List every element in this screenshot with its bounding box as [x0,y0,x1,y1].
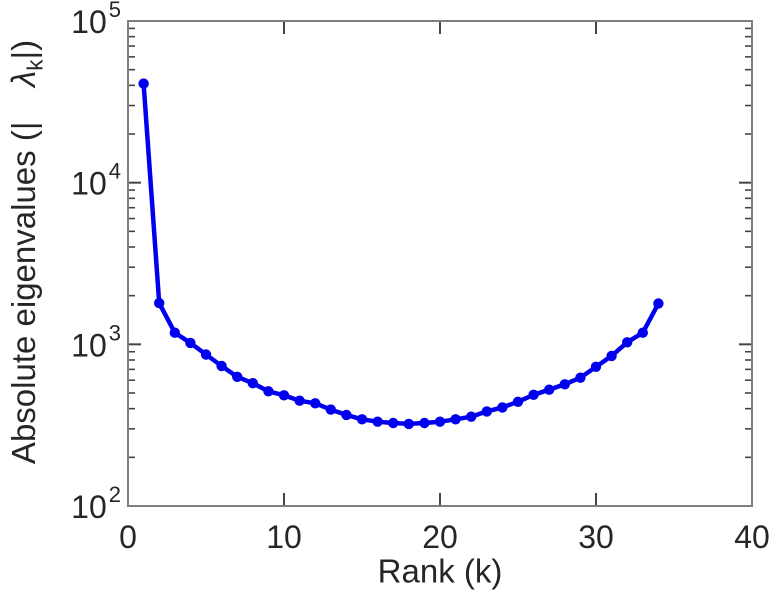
data-point [356,414,368,425]
data-point [622,337,633,348]
data-point [481,406,492,417]
data-point [341,409,352,421]
lambda-symbol: λ [4,70,42,87]
data-point [325,404,336,415]
data-point [388,417,399,429]
data-point [512,396,524,407]
x-tick-label: 0 [119,519,137,555]
x-tick-label: 20 [422,519,458,555]
lambda-subscript: k [22,59,48,71]
data-point [216,360,227,372]
data-point [466,411,477,422]
data-point [310,398,321,409]
data-point [419,417,430,429]
y-axis-label-suffix: |) [4,39,42,60]
data-point [200,349,212,360]
y-axis-label-prefix: Absolute eigenvalues (| [4,121,42,465]
data-point [138,78,149,89]
x-tick-label: 30 [578,519,614,555]
data-point [575,372,586,383]
data-point [278,390,290,401]
y-tick-label: 105 [71,0,121,40]
x-tick-label: 40 [734,519,770,555]
data-point [497,402,508,413]
data-point [403,418,414,430]
data-point [559,379,570,390]
data-point [247,378,258,389]
data-point [637,327,648,338]
data-point [294,395,305,406]
data-point [185,337,196,349]
data-point [263,386,274,397]
y-axis-label: Absolute eigenvalues (| λk|) [4,39,48,465]
data-point [154,297,165,309]
y-tick-label: 103 [71,320,121,363]
x-tick-label: 10 [266,519,302,555]
data-point [434,416,446,427]
axes-box [127,20,753,507]
y-tick-label: 102 [71,482,121,525]
x-axis-label: Rank (k) [378,555,503,588]
x-axis-label-text: Rank (k) [377,552,503,590]
data-line [141,81,661,427]
data-point [528,389,539,400]
data-point [653,298,664,309]
data-point [232,371,243,382]
data-point [590,361,602,372]
data-point [169,327,180,338]
data-point [544,384,555,395]
y-tick-label: 104 [71,159,121,202]
data-point [606,350,617,362]
data-point [372,416,383,427]
data-point [450,414,461,425]
